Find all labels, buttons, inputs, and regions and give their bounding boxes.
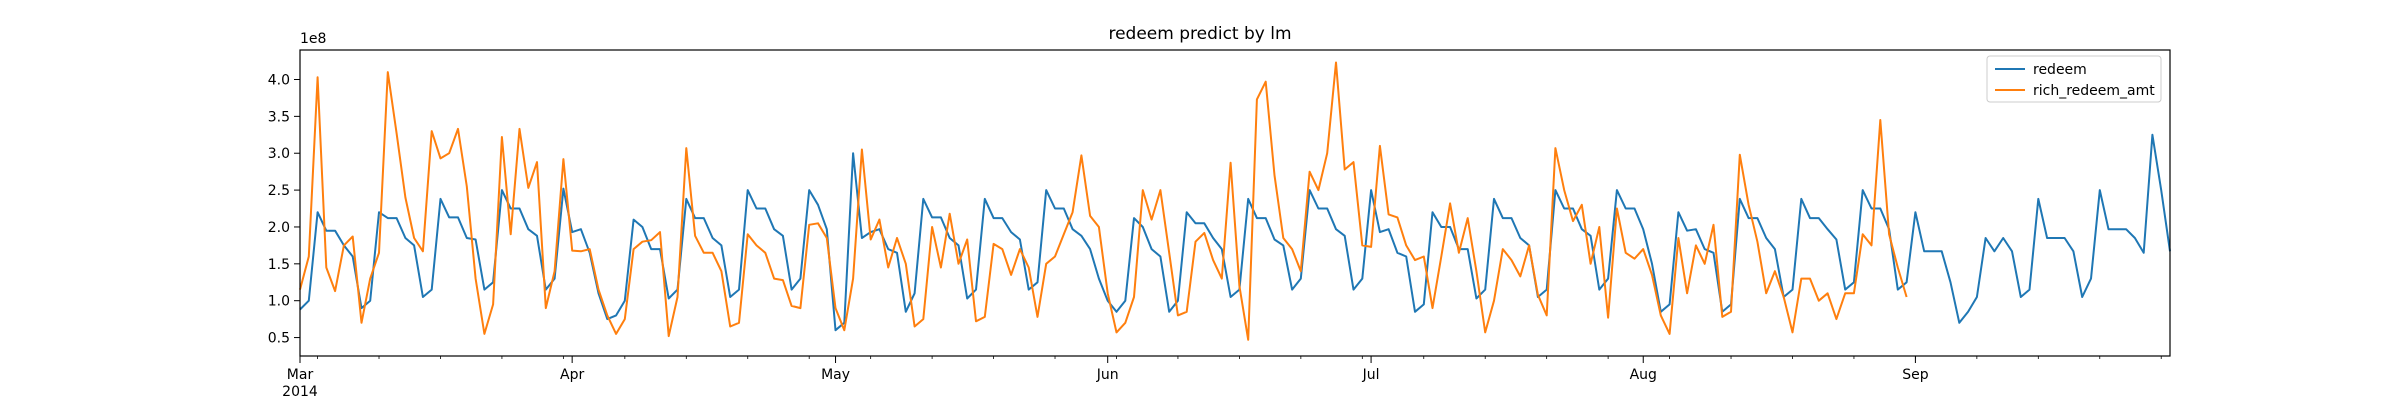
- series-line-redeem: [299, 133, 2171, 332]
- legend-label: redeem: [2033, 62, 2087, 78]
- x-tick-label: Sep: [1902, 367, 1929, 383]
- x-tick-label: Aug: [1630, 367, 1657, 383]
- series-layer: [299, 61, 2171, 341]
- x-tick-label: Mar: [287, 367, 314, 383]
- x-tick-label: Jun: [1096, 367, 1119, 383]
- y-tick-label: 0.5: [268, 331, 290, 347]
- y-tick-label: 1.0: [268, 294, 290, 310]
- x-tick-sublabel: 2014: [282, 384, 318, 400]
- x-tick-label: Apr: [560, 367, 584, 383]
- y-offset-label: 1e8: [300, 31, 326, 47]
- y-tick-label: 3.5: [268, 109, 290, 125]
- y-tick-label: 4.0: [268, 72, 290, 88]
- plot-background: [300, 50, 2170, 356]
- y-tick-label: 3.0: [268, 146, 290, 162]
- legend: redeem rich_redeem_amt: [1986, 55, 2162, 103]
- y-tick-label: 2.5: [268, 183, 290, 199]
- plot-area: [300, 50, 2170, 356]
- y-tick-label: 1.5: [268, 257, 290, 273]
- axes-frame: [299, 49, 2171, 357]
- series-line-rich-redeem-amt: [299, 61, 1908, 341]
- chart-title: redeem predict by lm: [1108, 24, 1291, 44]
- x-tick-label: Jul: [1362, 367, 1380, 383]
- legend-box: [1986, 55, 2162, 103]
- legend-label: rich_redeem_amt: [2033, 83, 2155, 99]
- y-tick-label: 2.0: [268, 220, 290, 236]
- x-tick-label: May: [821, 367, 850, 383]
